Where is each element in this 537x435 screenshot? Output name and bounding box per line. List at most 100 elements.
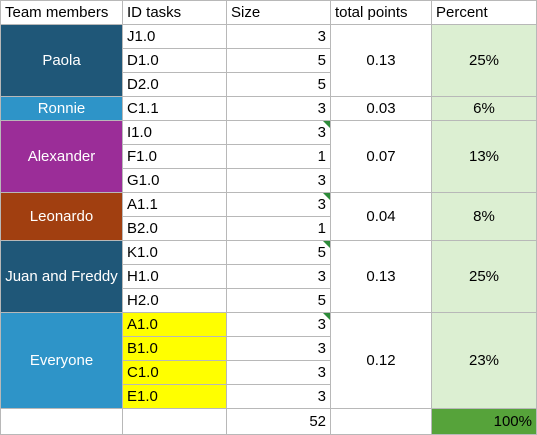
task-id-cell[interactable]: J1.0 — [123, 25, 227, 49]
task-size-cell[interactable]: 3 — [227, 265, 331, 289]
header-percent[interactable]: Percent — [432, 0, 537, 25]
task-size-cell[interactable]: 1 — [227, 145, 331, 169]
percent-cell-text: 25% — [468, 268, 500, 285]
task-size-cell-text: 3 — [317, 100, 326, 117]
percent-cell-text: 13% — [468, 148, 500, 165]
task-size-cell-text: 1 — [317, 220, 326, 237]
total-points-cell-text: 0.12 — [366, 352, 396, 369]
task-id-cell-text: G1.0 — [127, 172, 160, 189]
task-size-cell[interactable]: 3 — [227, 361, 331, 385]
comment-indicator-icon[interactable] — [323, 241, 330, 248]
header-team-text: Team members — [5, 4, 109, 21]
task-size-cell[interactable]: 5 — [227, 73, 331, 97]
comment-indicator-icon[interactable] — [323, 121, 330, 128]
header-id[interactable]: ID tasks — [123, 0, 227, 25]
percent-cell[interactable]: 23% — [432, 313, 537, 409]
task-id-cell[interactable]: A1.0 — [123, 313, 227, 337]
task-size-cell-text: 3 — [317, 268, 326, 285]
task-id-cell-text: D1.0 — [127, 52, 159, 69]
task-size-cell-text: 3 — [317, 340, 326, 357]
task-id-cell[interactable]: B1.0 — [123, 337, 227, 361]
task-size-cell[interactable]: 5 — [227, 241, 331, 265]
task-size-cell-text: 1 — [317, 148, 326, 165]
total-points-cell[interactable]: 0.13 — [331, 25, 432, 97]
team-member-cell-text: Leonardo — [29, 208, 94, 225]
total-points-cell[interactable]: 0.07 — [331, 121, 432, 193]
header-percent-text: Percent — [436, 4, 488, 21]
task-size-cell-text: 3 — [317, 196, 326, 213]
task-size-cell-text: 5 — [317, 52, 326, 69]
totals-blank-cell[interactable] — [331, 409, 432, 435]
total-points-cell[interactable]: 0.13 — [331, 241, 432, 313]
task-size-cell-text: 3 — [317, 172, 326, 189]
task-size-cell-text: 5 — [317, 76, 326, 93]
task-id-cell[interactable]: H2.0 — [123, 289, 227, 313]
task-size-cell[interactable]: 3 — [227, 25, 331, 49]
total-points-cell-text: 0.07 — [366, 148, 396, 165]
team-member-cell[interactable]: Paola — [0, 25, 123, 97]
task-size-cell[interactable]: 1 — [227, 217, 331, 241]
total-points-cell[interactable]: 0.12 — [331, 313, 432, 409]
total-percent-cell[interactable]: 100% — [432, 409, 537, 435]
task-id-cell[interactable]: G1.0 — [123, 169, 227, 193]
task-id-cell[interactable]: I1.0 — [123, 121, 227, 145]
total-size-cell[interactable]: 52 — [227, 409, 331, 435]
task-id-cell[interactable]: F1.0 — [123, 145, 227, 169]
team-member-cell[interactable]: Leonardo — [0, 193, 123, 241]
team-member-cell[interactable]: Ronnie — [0, 97, 123, 121]
task-size-cell[interactable]: 3 — [227, 121, 331, 145]
task-size-cell[interactable]: 3 — [227, 193, 331, 217]
total-points-cell-text: 0.13 — [366, 268, 396, 285]
percent-cell-text: 25% — [468, 52, 500, 69]
task-id-cell[interactable]: D2.0 — [123, 73, 227, 97]
header-points[interactable]: total points — [331, 0, 432, 25]
total-size-cell-text: 52 — [309, 413, 326, 430]
total-points-cell[interactable]: 0.04 — [331, 193, 432, 241]
percent-cell[interactable]: 8% — [432, 193, 537, 241]
totals-blank-cell[interactable] — [0, 409, 123, 435]
header-size[interactable]: Size — [227, 0, 331, 25]
task-id-cell[interactable]: K1.0 — [123, 241, 227, 265]
task-id-cell[interactable]: C1.1 — [123, 97, 227, 121]
task-size-cell-text: 3 — [317, 364, 326, 381]
header-points-text: total points — [335, 4, 408, 21]
task-id-cell[interactable]: B2.0 — [123, 217, 227, 241]
task-id-cell-text: C1.1 — [127, 100, 159, 117]
task-size-cell-text: 5 — [317, 292, 326, 309]
task-id-cell-text: I1.0 — [127, 124, 153, 141]
task-size-cell-text: 5 — [317, 244, 326, 261]
team-member-cell[interactable]: Juan and Freddy — [0, 241, 123, 313]
totals-blank-cell[interactable] — [123, 409, 227, 435]
task-size-cell[interactable]: 3 — [227, 169, 331, 193]
task-size-cell[interactable]: 3 — [227, 385, 331, 409]
total-percent-cell-text: 100% — [493, 413, 532, 430]
task-id-cell[interactable]: C1.0 — [123, 361, 227, 385]
task-size-cell-text: 3 — [317, 316, 326, 333]
comment-indicator-icon[interactable] — [323, 313, 330, 320]
percent-cell[interactable]: 25% — [432, 241, 537, 313]
team-member-cell[interactable]: Everyone — [0, 313, 123, 409]
task-id-cell[interactable]: H1.0 — [123, 265, 227, 289]
percent-cell[interactable]: 13% — [432, 121, 537, 193]
task-id-cell[interactable]: E1.0 — [123, 385, 227, 409]
task-id-cell[interactable]: D1.0 — [123, 49, 227, 73]
task-id-cell-text: A1.0 — [127, 316, 158, 333]
task-id-cell-text: J1.0 — [127, 28, 156, 45]
task-size-cell[interactable]: 3 — [227, 337, 331, 361]
team-member-cell[interactable]: Alexander — [0, 121, 123, 193]
task-id-cell[interactable]: A1.1 — [123, 193, 227, 217]
total-points-cell-text: 0.13 — [366, 52, 396, 69]
percent-cell[interactable]: 6% — [432, 97, 537, 121]
task-id-cell-text: C1.0 — [127, 364, 159, 381]
task-size-cell[interactable]: 5 — [227, 289, 331, 313]
task-size-cell[interactable]: 3 — [227, 97, 331, 121]
percent-cell-text: 23% — [468, 352, 500, 369]
header-team[interactable]: Team members — [0, 0, 123, 25]
task-id-cell-text: D2.0 — [127, 76, 159, 93]
comment-indicator-icon[interactable] — [323, 193, 330, 200]
task-size-cell[interactable]: 5 — [227, 49, 331, 73]
task-size-cell[interactable]: 3 — [227, 313, 331, 337]
percent-cell-text: 6% — [473, 100, 495, 117]
total-points-cell[interactable]: 0.03 — [331, 97, 432, 121]
percent-cell[interactable]: 25% — [432, 25, 537, 97]
